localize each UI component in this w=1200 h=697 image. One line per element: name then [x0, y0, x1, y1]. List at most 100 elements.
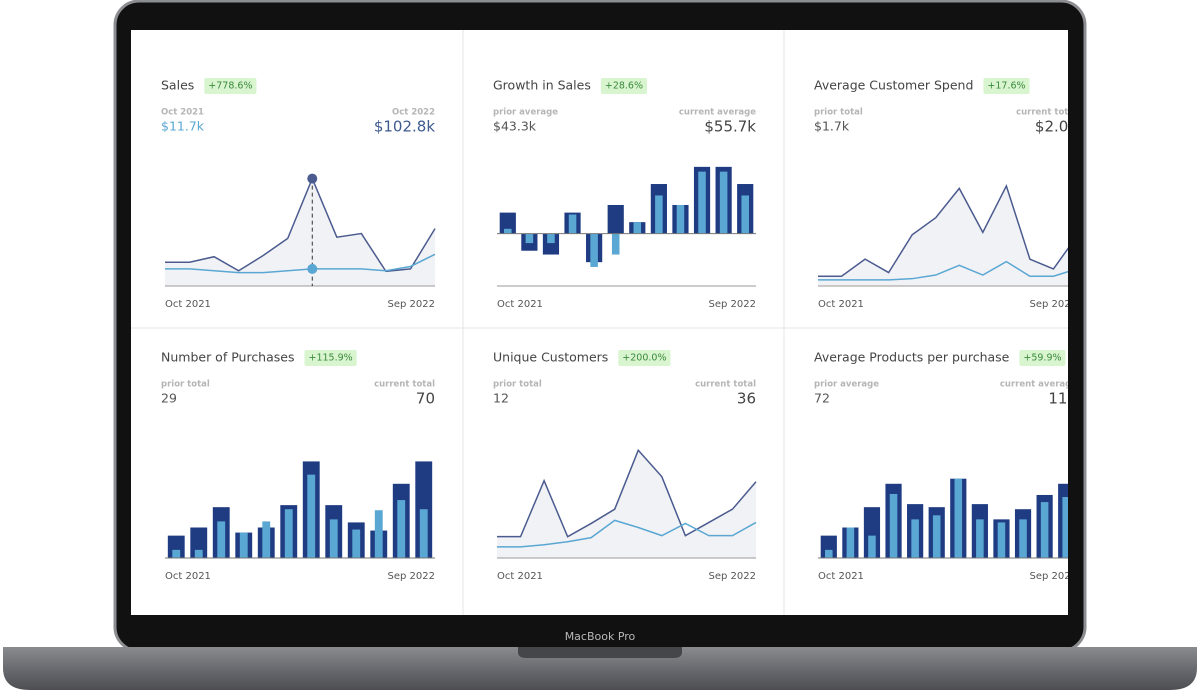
x-start-label: Oct 2021: [818, 571, 864, 582]
right-label: current total: [695, 380, 756, 390]
change-text: +200.0%: [622, 353, 666, 364]
bar: [698, 171, 706, 234]
panel-title: Sales: [161, 78, 194, 93]
bar: [352, 529, 361, 558]
left-value: $1.7k: [814, 119, 850, 134]
area: [497, 450, 756, 558]
x-start-label: Oct 2021: [497, 299, 543, 310]
right-value: $2.0k: [1035, 118, 1077, 136]
left-label: prior average: [814, 380, 879, 390]
hinge-notch: [518, 647, 682, 658]
change-badge: [600, 78, 647, 94]
bar: [954, 478, 963, 558]
bar: [374, 510, 383, 558]
bar: [542, 233, 560, 255]
line-series: [165, 176, 436, 273]
panel-title: Unique Customers: [493, 350, 608, 365]
area: [165, 178, 435, 286]
change-text: +778.6%: [208, 81, 252, 92]
change-text: +59.9%: [1023, 353, 1061, 364]
dashboard: Sales +778.6% Oct 2021 Oct 2022 $11.7k $102.8…: [131, 30, 1077, 615]
left-label: Oct 2021: [161, 108, 204, 118]
bar: [1062, 497, 1068, 558]
bar: [1040, 502, 1049, 558]
right-label: current average: [1000, 380, 1077, 390]
bar: [889, 493, 898, 558]
bar: [611, 233, 620, 255]
bar: [419, 509, 428, 558]
bar: [167, 535, 185, 558]
bar: [607, 204, 624, 234]
change-text: +17.6%: [987, 81, 1025, 92]
area: [818, 185, 1068, 286]
x-end-label: Sep 2022: [1030, 299, 1077, 310]
bar: [504, 228, 512, 234]
right-label: current total: [1016, 108, 1077, 118]
bar: [262, 521, 271, 558]
x-start-label: Oct 2021: [497, 571, 543, 582]
bar: [825, 549, 833, 558]
right-value: 36: [737, 390, 756, 408]
right-label: current total: [374, 380, 435, 390]
change-badge: [618, 350, 671, 366]
bar: [239, 532, 248, 558]
bar: [307, 474, 316, 558]
left-value: 12: [493, 391, 509, 406]
highlight-dot: [307, 263, 318, 274]
bar: [194, 549, 203, 558]
bar: [217, 521, 226, 558]
line-series: [818, 260, 1068, 281]
bar: [568, 214, 577, 234]
bar: [397, 500, 406, 558]
right-value: $55.7k: [704, 118, 756, 136]
laptop-base: [3, 647, 1197, 690]
left-label: prior average: [493, 108, 558, 118]
bar: [741, 195, 749, 234]
right-label: current average: [679, 108, 756, 118]
left-value: $11.7k: [161, 119, 205, 134]
x-end-label: Sep 2022: [709, 299, 756, 310]
bar: [976, 519, 984, 558]
bar: [547, 233, 555, 244]
change-text: +115.9%: [308, 353, 352, 364]
right-value: 70: [416, 390, 435, 408]
bar: [719, 171, 728, 234]
left-label: prior total: [161, 380, 210, 390]
left-label: prior total: [814, 108, 863, 118]
bar: [868, 535, 876, 558]
bar: [499, 212, 516, 234]
right-label: Oct 2022: [392, 108, 435, 118]
panel-title: Growth in Sales: [493, 78, 591, 93]
bar: [932, 515, 941, 558]
bar: [1019, 519, 1027, 558]
left-value: 72: [814, 391, 830, 406]
x-end-label: Sep 2022: [1030, 571, 1077, 582]
change-text: +28.6%: [605, 81, 643, 92]
bar: [863, 507, 881, 558]
right-value: 115: [1048, 390, 1077, 408]
x-end-label: Sep 2022: [388, 571, 435, 582]
bar: [590, 233, 598, 267]
x-start-label: Oct 2021: [818, 299, 864, 310]
bar: [284, 509, 293, 558]
change-badge: [304, 350, 357, 366]
bar: [525, 233, 534, 244]
bar: [997, 522, 1006, 558]
x-end-label: Sep 2022: [709, 571, 756, 582]
line-series: [818, 183, 1068, 277]
device-label: MacBook Pro: [565, 630, 636, 643]
change-badge: [1019, 350, 1066, 366]
bar: [676, 204, 685, 234]
left-label: prior total: [493, 380, 542, 390]
bar: [172, 549, 181, 558]
panel-title: Number of Purchases: [161, 350, 294, 365]
highlight-dot: [307, 173, 318, 184]
panel-title: Average Customer Spend: [814, 78, 973, 93]
panel-title: Average Products per purchase: [814, 350, 1010, 365]
bar: [190, 527, 208, 558]
line-series: [497, 448, 757, 538]
change-badge: [983, 78, 1030, 94]
bar: [329, 519, 338, 558]
